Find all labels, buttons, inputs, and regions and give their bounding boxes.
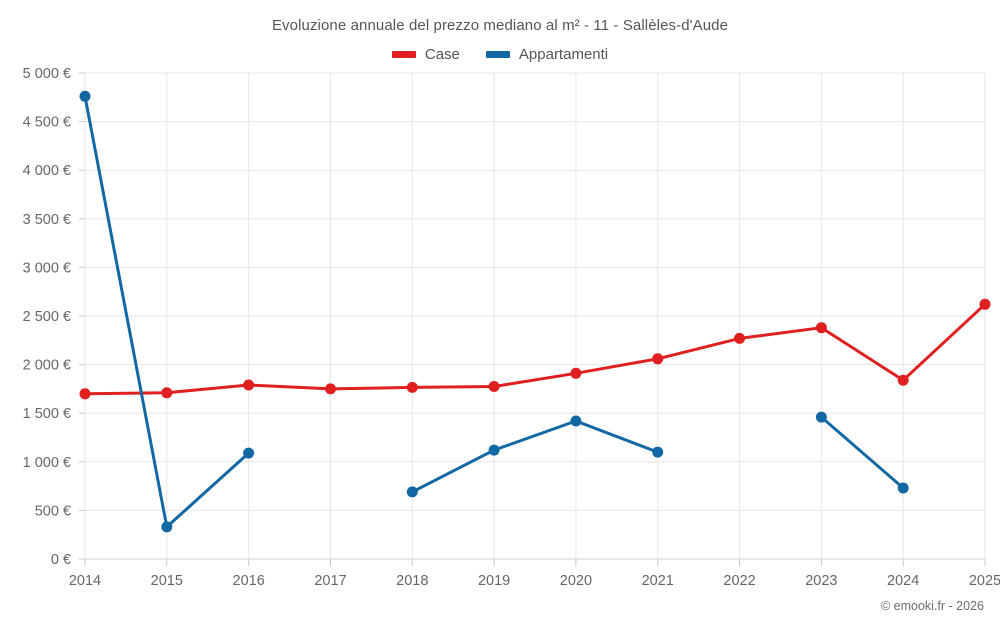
x-axis-tick-marks [84,559,986,566]
data-point-case-2023[interactable] [815,322,827,334]
x-axis-tick-label: 2025 [969,573,1000,589]
y-axis-tick-label: 3 500 € [23,212,71,228]
gridlines [79,72,986,560]
x-axis-tick-label: 2014 [69,573,101,589]
x-axis-tick-label: 2020 [560,573,592,589]
data-point-case-2022[interactable] [734,332,745,344]
data-point-appartamenti-2014[interactable] [79,90,91,102]
y-axis-tick-labels: 0 € 500 € 1 000 € 1 500 € 2 000 € 2 500 € 3 00… [23,66,71,568]
data-point-appartamenti-2018[interactable] [406,486,418,498]
x-axis-tick-label: 2016 [233,573,265,589]
data-point-case-2015[interactable] [161,387,173,399]
data-point-case-2017[interactable] [325,383,336,395]
y-axis-tick-label: 0 € [51,552,71,568]
x-axis-tick-label: 2018 [396,573,428,589]
data-point-case-2018[interactable] [406,381,418,393]
data-point-case-2025[interactable] [979,298,991,310]
x-axis-tick-label: 2019 [478,573,510,589]
x-axis-tick-label: 2015 [151,573,183,589]
data-point-appartamenti-2023[interactable] [815,411,827,423]
data-point-case-2024[interactable] [897,374,909,386]
series-line-appartamenti [410,419,660,494]
data-point-appartamenti-2015[interactable] [161,521,173,533]
data-point-case-2014[interactable] [79,388,91,400]
legend-swatch-case [391,51,416,58]
legend-label-case: Case [424,46,460,63]
x-axis-tick-label: 2023 [805,573,837,589]
data-point-case-2020[interactable] [570,367,582,379]
series-lines [83,94,987,529]
x-axis-tick-label: 2024 [887,573,919,589]
legend-swatch-appartamenti [485,51,510,58]
x-axis-tick-label: 2017 [314,573,346,589]
footer-credit: © emooki.fr - 2026 [880,599,984,613]
y-axis-tick-label: 500 € [35,503,71,519]
data-point-appartamenti-2016[interactable] [243,447,255,459]
series-points [79,90,991,533]
chart-legend: Case Appartamenti [0,46,1000,63]
legend-item-case[interactable]: Case [391,46,460,63]
y-axis-tick-label: 1 500 € [23,406,71,422]
data-point-appartamenti-2019[interactable] [488,444,500,456]
y-axis-tick-label: 5 000 € [23,66,71,82]
data-point-case-2016[interactable] [243,379,255,391]
data-point-case-2021[interactable] [652,353,664,365]
y-axis-tick-label: 4 000 € [23,163,71,179]
data-point-appartamenti-2021[interactable] [652,446,664,458]
x-axis-tick-label: 2022 [723,573,755,589]
y-axis-tick-label: 1 000 € [23,455,71,471]
legend-label-appartamenti: Appartamenti [518,46,609,63]
y-axis-tick-label: 2 500 € [23,309,71,325]
data-point-case-2019[interactable] [488,381,500,392]
y-axis-tick-label: 2 000 € [23,358,71,374]
x-axis-tick-label: 2021 [642,573,674,589]
data-point-appartamenti-2024[interactable] [897,482,909,494]
series-line-appartamenti [819,415,905,490]
legend-item-appartamenti[interactable]: Appartamenti [485,46,609,63]
y-axis-tick-label: 4 500 € [23,115,71,131]
data-point-appartamenti-2020[interactable] [570,415,582,427]
x-axis-tick-labels: 2014 2015 2016 2017 2018 2019 2020 2021 2022 2023… [69,573,1000,589]
chart-title: Evoluzione annuale del prezzo mediano al… [271,17,729,34]
series-line-case [83,302,987,396]
y-axis-tick-label: 3 000 € [23,260,71,276]
